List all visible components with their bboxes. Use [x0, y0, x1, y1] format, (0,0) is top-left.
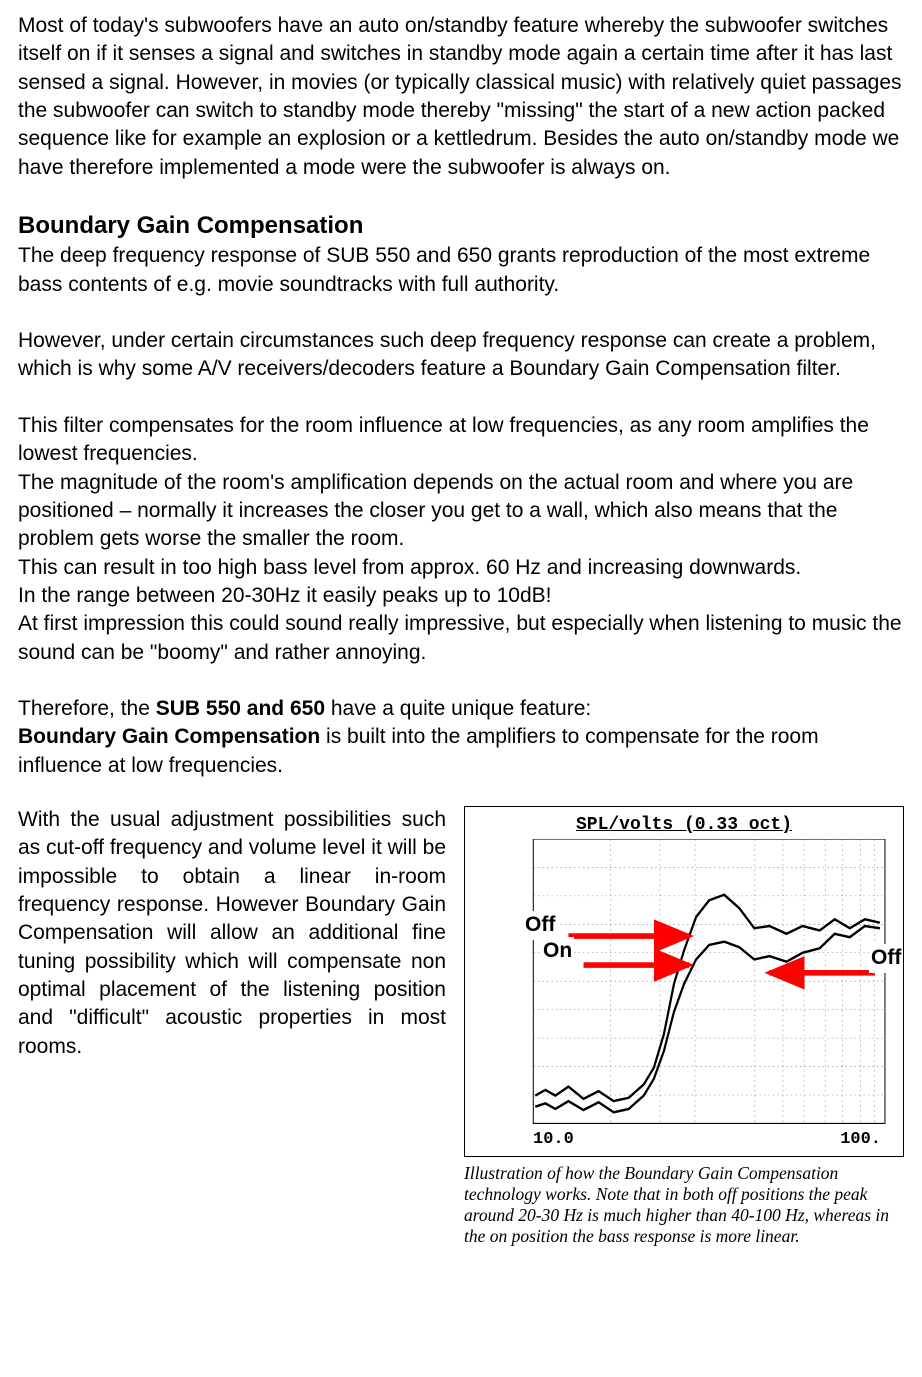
paragraph-4: Therefore, the SUB 550 and 650 have a qu…: [18, 695, 904, 723]
section-heading: Boundary Gain Compensation: [18, 210, 904, 242]
left-column-text: With the usual adjustment possibilities …: [18, 806, 446, 1061]
chart-svg: [473, 839, 895, 1129]
chart-label-on: On: [541, 937, 574, 965]
p4-pre: Therefore, the: [18, 697, 156, 720]
chart-container: SPL/volts (0.33 oct): [464, 806, 904, 1157]
chart-label-off-right: Off: [869, 944, 903, 972]
chart-caption: Illustration of how the Boundary Gain Co…: [464, 1163, 904, 1247]
paragraph-3b: The magnitude of the room's amplificatio…: [18, 469, 904, 554]
paragraph-3a: This filter compensates for the room inf…: [18, 412, 904, 469]
p4-bold: SUB 550 and 650: [156, 697, 325, 720]
intro-paragraph: Most of today's subwoofers have an auto …: [18, 12, 904, 182]
paragraph-3d: In the range between 20-30Hz it easily p…: [18, 582, 904, 610]
paragraph-2: However, under certain circumstances suc…: [18, 327, 904, 384]
paragraph-3e: At first impression this could sound rea…: [18, 610, 904, 667]
paragraph-1: The deep frequency response of SUB 550 a…: [18, 242, 904, 299]
x-axis-min: 10.0: [533, 1129, 574, 1152]
paragraph-3c: This can result in too high bass level f…: [18, 554, 904, 582]
x-axis-max: 100.: [840, 1129, 881, 1152]
p4-post: have a quite unique feature:: [325, 697, 591, 720]
paragraph-5: Boundary Gain Compensation is built into…: [18, 723, 904, 780]
chart-title: SPL/volts (0.33 oct): [473, 813, 895, 837]
chart-plot-area: Off On Off: [473, 839, 895, 1129]
p5-bold: Boundary Gain Compensation: [18, 725, 320, 748]
chart-label-off-left: Off: [523, 911, 557, 939]
